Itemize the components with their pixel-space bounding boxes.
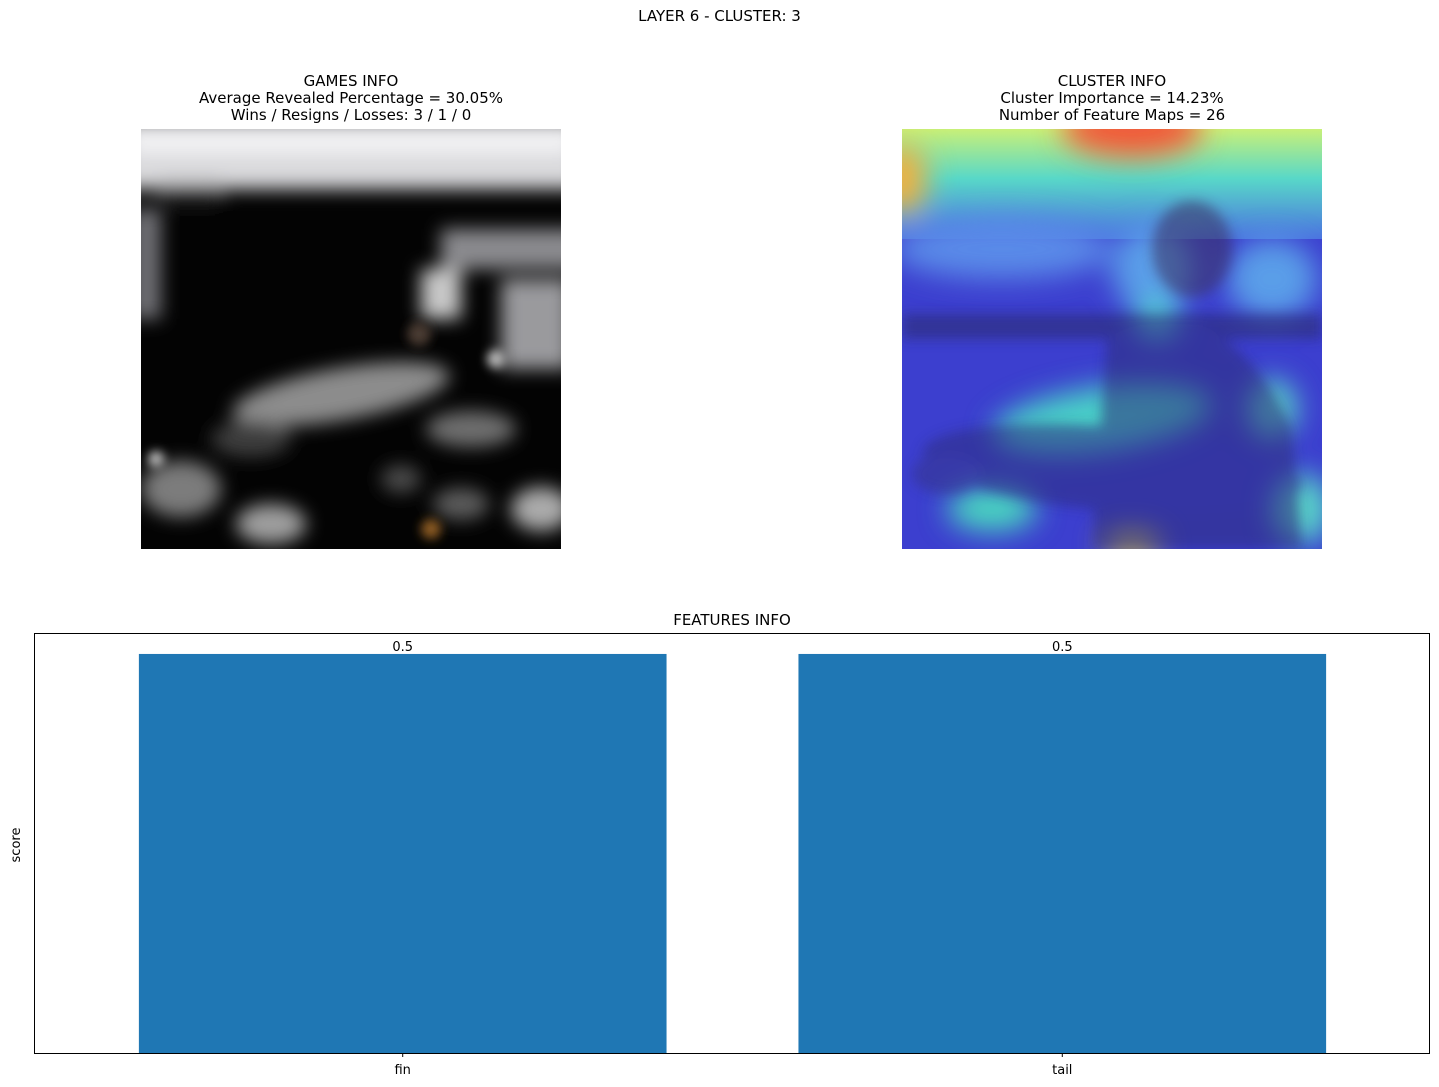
bar-value-label-fin: 0.5: [392, 640, 413, 655]
games-masked-image: [141, 129, 561, 549]
bar-value-label-tail: 0.5: [1052, 640, 1073, 655]
x-tick-label-fin: fin: [394, 1063, 410, 1078]
games-title-line-1: GAMES INFO: [303, 72, 399, 90]
cluster-heatmap-image: [902, 129, 1322, 549]
features-chart-title: FEATURES INFO: [673, 611, 791, 629]
bars-layer: 0.5 fin 0.5 tail: [138, 640, 1327, 1078]
cluster-info-title: CLUSTER INFO Cluster Importance = 14.23%…: [902, 73, 1322, 124]
cluster-title-line-1: CLUSTER INFO: [1057, 72, 1167, 90]
games-title-line-2: Average Revealed Percentage = 30.05%: [198, 89, 503, 107]
figure-suptitle: LAYER 6 - CLUSTER: 3: [638, 7, 801, 25]
cluster-title-line-3: Number of Feature Maps = 26: [998, 106, 1226, 124]
games-info-title: GAMES INFO Average Revealed Percentage =…: [141, 73, 561, 124]
y-axis-label: score: [9, 828, 24, 863]
x-tick-label-tail: tail: [1052, 1063, 1072, 1078]
cluster-title-line-2: Cluster Importance = 14.23%: [1000, 89, 1224, 107]
games-title-line-3: Wins / Resigns / Losses: 3 / 1 / 0: [230, 106, 472, 124]
bar-fin: [138, 653, 667, 1053]
plot-area-frame: [34, 633, 1430, 1054]
bar-tail: [798, 653, 1327, 1053]
